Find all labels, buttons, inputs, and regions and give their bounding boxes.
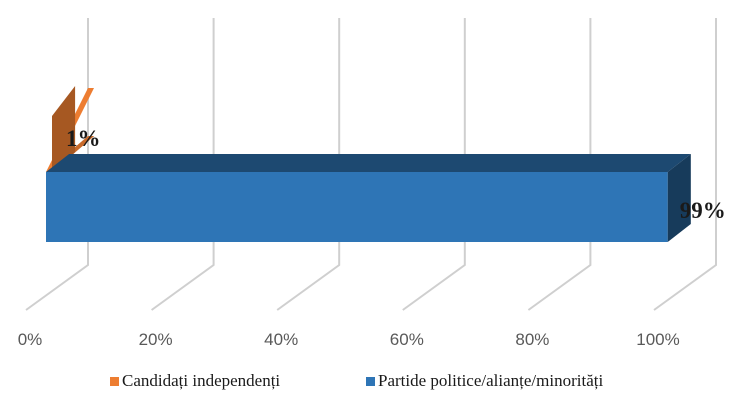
x-tick-label: 20% — [139, 330, 173, 349]
data-label-0: 1% — [66, 126, 101, 151]
gridline-5 — [653, 18, 717, 311]
gridline-3 — [402, 18, 466, 311]
x-tick-label: 80% — [515, 330, 549, 349]
gridline-4 — [527, 18, 592, 311]
data-label-1: 99% — [680, 198, 726, 223]
bar-top-1 — [46, 154, 691, 172]
bars — [46, 86, 691, 242]
gridline-2 — [276, 18, 341, 311]
x-tick-label: 0% — [18, 330, 43, 349]
legend-swatch — [366, 377, 375, 386]
gridline-1 — [151, 18, 215, 311]
legend-label: Candidați independenți — [122, 371, 280, 390]
x-tick-label: 60% — [390, 330, 424, 349]
x-tick-label: 100% — [636, 330, 679, 349]
gridline-0 — [25, 18, 89, 311]
bar-front-1 — [46, 172, 668, 242]
data-labels: 1% 99% — [66, 126, 726, 223]
legend-label: Partide politice/alianțe/minorități — [378, 371, 603, 390]
gridlines — [25, 18, 717, 311]
x-axis-ticks: 0% 20% 40% 60% 80% 100% — [18, 330, 680, 349]
x-tick-label: 40% — [264, 330, 298, 349]
bar-side-0 — [52, 86, 76, 172]
legend-swatch — [110, 377, 119, 386]
legend: Candidați independenți Partide politice/a… — [110, 371, 603, 390]
bar-side-1 — [667, 154, 691, 242]
